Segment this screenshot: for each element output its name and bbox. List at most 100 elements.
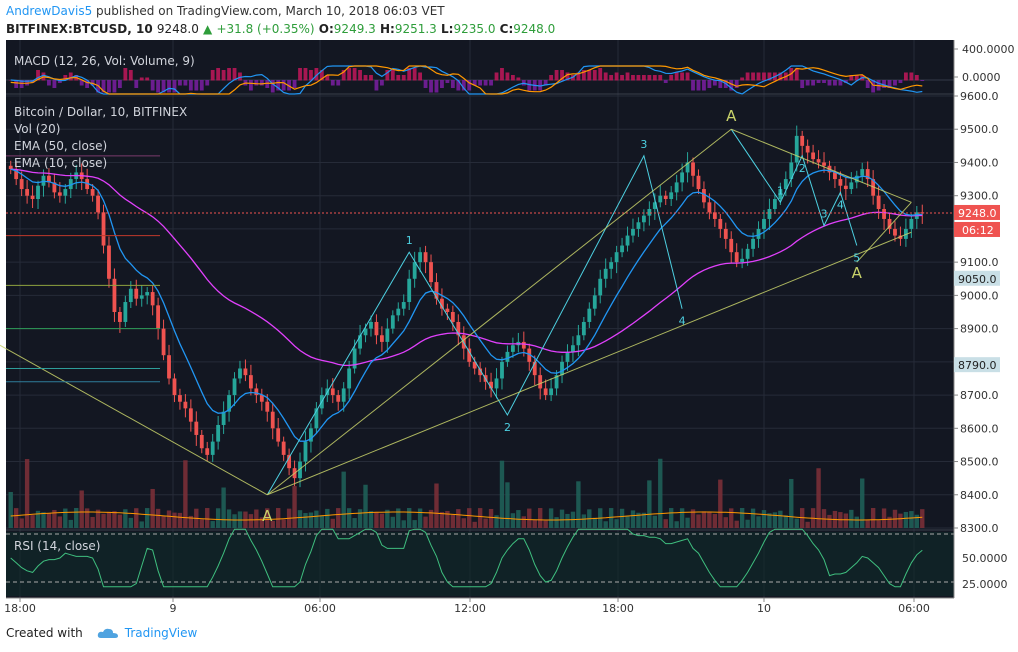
macd-histogram-bar <box>778 72 783 81</box>
macd-histogram-bar <box>702 80 706 91</box>
macd-histogram-bar <box>161 80 166 93</box>
volume-bar <box>401 520 406 528</box>
indicator-label: EMA (10, close) <box>14 156 107 170</box>
candle-body <box>199 434 204 449</box>
price-tick-label: 8900.0 <box>960 323 999 336</box>
volume-bar <box>259 517 264 528</box>
candle-body <box>620 245 624 253</box>
candle-body <box>587 308 592 322</box>
candle-body <box>789 162 794 180</box>
volume-bar <box>232 514 237 528</box>
volume-bar <box>74 508 79 528</box>
price-tick-label: 9500.0 <box>960 123 999 136</box>
volume-bar <box>396 508 401 528</box>
candle-body <box>363 328 368 336</box>
macd-histogram-bar <box>560 70 564 81</box>
tradingview-logo-link[interactable]: TradingView <box>89 626 197 640</box>
candle-body <box>510 345 515 352</box>
macd-histogram-bar <box>538 80 543 91</box>
candle-body <box>385 328 390 342</box>
volume-bar <box>701 511 707 528</box>
candle-body <box>101 212 106 246</box>
macd-histogram-bar <box>740 77 745 81</box>
time-tick-label: 9 <box>170 602 177 615</box>
candle-body <box>865 169 870 180</box>
macd-histogram-bar <box>434 80 439 93</box>
macd-histogram-bar <box>800 80 805 88</box>
macd-histogram-bar <box>696 80 701 91</box>
macd-histogram-bar <box>423 80 428 88</box>
macd-histogram-bar <box>325 75 330 81</box>
volume-bar <box>95 509 101 528</box>
candle-body <box>538 375 543 389</box>
indicator-label: Vol (20) <box>14 122 60 136</box>
volume-bar <box>183 460 188 528</box>
volume-bar <box>538 508 543 528</box>
volume-bar <box>614 519 619 528</box>
volume-bar <box>150 488 155 528</box>
macd-histogram-bar <box>401 75 406 81</box>
volume-bar <box>248 514 254 528</box>
candle-body <box>298 461 302 479</box>
candle-body <box>379 335 384 342</box>
candle-body <box>778 189 783 200</box>
symbol-label: BITFINEX:BTCUSD, 10 <box>6 22 153 36</box>
candle-body <box>756 228 761 239</box>
volume-bar <box>652 515 657 528</box>
candle-body <box>767 208 772 219</box>
volume-bar <box>483 518 488 528</box>
candle-body <box>407 278 412 303</box>
candle-body <box>581 321 586 336</box>
candle-body <box>718 218 723 229</box>
candle-body <box>117 312 122 322</box>
candle-body <box>614 252 619 263</box>
volume-bar <box>423 516 428 528</box>
candle-body <box>123 302 128 322</box>
candle-body <box>505 351 510 362</box>
macd-histogram-bar <box>882 80 886 88</box>
macd-histogram-bar <box>898 80 903 83</box>
volume-bar <box>816 468 821 528</box>
macd-histogram-bar <box>903 72 908 81</box>
candle-body <box>276 428 281 442</box>
pattern-line <box>731 128 912 203</box>
candle-body <box>227 395 231 412</box>
volume-bar <box>450 514 456 528</box>
volume-bar <box>221 487 226 528</box>
volume-bar <box>439 512 445 528</box>
volume-bar <box>630 510 636 528</box>
volume-bar <box>112 511 117 528</box>
candle-body <box>636 222 641 229</box>
volume-bar <box>8 492 13 528</box>
time-tick-label: 10 <box>757 602 771 615</box>
macd-histogram-bar <box>232 68 237 81</box>
volume-bar <box>57 516 63 528</box>
volume-bar <box>117 514 123 528</box>
macd-tick-label: 400.0000 <box>962 43 1015 56</box>
volume-bar <box>352 518 357 528</box>
volume-bar <box>445 510 450 528</box>
chart-area[interactable]: MACD (12, 26, Vol: Volume, 9) A1234A1234… <box>0 40 1018 620</box>
candle-body <box>822 162 826 166</box>
volume-bar <box>527 508 532 528</box>
author-link[interactable]: AndrewDavis5 <box>6 4 93 18</box>
change-value: +31.8 (+0.35%) <box>216 22 315 36</box>
macd-histogram-bar <box>620 75 624 81</box>
candle-body <box>210 441 215 455</box>
volume-bar <box>270 520 275 528</box>
macd-histogram-bar <box>489 80 493 86</box>
macd-histogram-bar <box>472 80 477 86</box>
macd-histogram-bar <box>440 80 444 88</box>
volume-bar <box>456 509 461 528</box>
candle-body <box>609 262 614 269</box>
candle-body <box>740 258 745 263</box>
macd-tick-label: 0.0000 <box>962 71 1001 84</box>
price-label-text: 8790.0 <box>958 359 997 372</box>
candle-body <box>369 321 373 329</box>
volume-ma-line <box>10 511 923 521</box>
volume-bar <box>636 512 641 528</box>
macd-histogram-bar <box>549 75 554 81</box>
macd-histogram-bar <box>652 75 657 81</box>
volume-bar <box>276 508 281 528</box>
volume-bar <box>101 513 106 528</box>
